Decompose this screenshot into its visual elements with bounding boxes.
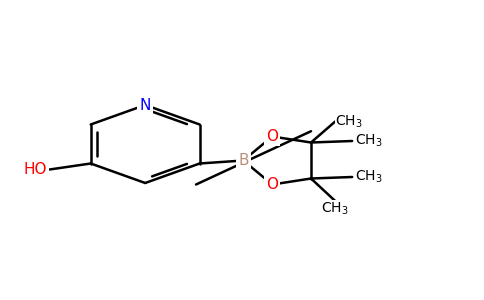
Text: CH$_3$: CH$_3$	[355, 133, 382, 149]
Text: CH$_3$: CH$_3$	[335, 113, 363, 130]
Text: CH$_3$: CH$_3$	[355, 169, 382, 185]
Text: N: N	[139, 98, 151, 112]
Text: B: B	[238, 153, 248, 168]
Text: HO: HO	[24, 162, 47, 177]
Text: CH$_3$: CH$_3$	[321, 201, 349, 217]
Text: O: O	[266, 129, 278, 144]
Text: O: O	[266, 177, 278, 192]
